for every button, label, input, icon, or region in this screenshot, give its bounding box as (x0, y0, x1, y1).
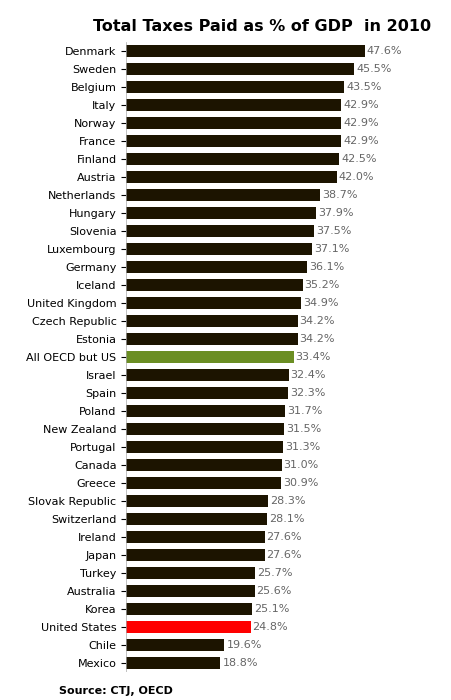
Bar (126, 368, 289, 382)
Bar (126, 45, 365, 57)
Text: 36.1%: 36.1% (309, 262, 345, 272)
Bar (126, 531, 265, 543)
Text: 25.1%: 25.1% (254, 604, 290, 614)
Bar (126, 423, 284, 435)
Bar (126, 440, 283, 454)
Text: 27.6%: 27.6% (267, 532, 302, 542)
Text: 31.0%: 31.0% (284, 460, 319, 470)
Bar (126, 620, 251, 634)
Bar (126, 206, 316, 220)
Text: 42.5%: 42.5% (341, 154, 377, 164)
Bar (126, 80, 344, 94)
Bar (126, 279, 303, 291)
Bar (126, 242, 312, 256)
Text: 38.7%: 38.7% (322, 190, 358, 200)
Bar (126, 458, 281, 472)
Title: Total Taxes Paid as % of GDP  in 2010: Total Taxes Paid as % of GDP in 2010 (92, 19, 431, 34)
Text: 27.6%: 27.6% (267, 550, 302, 560)
Bar (126, 332, 298, 346)
Text: 32.4%: 32.4% (290, 370, 326, 380)
Text: 42.9%: 42.9% (343, 118, 379, 128)
Text: 24.8%: 24.8% (253, 622, 288, 632)
Text: 34.2%: 34.2% (299, 316, 335, 326)
Bar (126, 297, 301, 309)
Bar (126, 386, 288, 400)
Text: 31.5%: 31.5% (286, 424, 322, 434)
Bar (126, 99, 341, 111)
Text: 33.4%: 33.4% (296, 352, 331, 362)
Text: 35.2%: 35.2% (305, 280, 340, 290)
Text: 18.8%: 18.8% (222, 658, 258, 668)
Text: 28.1%: 28.1% (269, 514, 304, 524)
Bar (126, 351, 294, 363)
Text: 31.7%: 31.7% (287, 406, 322, 416)
Text: 43.5%: 43.5% (346, 82, 382, 92)
Bar (126, 584, 254, 598)
Text: 37.5%: 37.5% (316, 226, 352, 236)
Bar (126, 188, 320, 202)
Bar (126, 314, 298, 328)
Bar (126, 260, 307, 274)
Bar (126, 549, 265, 561)
Text: 42.9%: 42.9% (343, 136, 379, 146)
Text: 25.7%: 25.7% (257, 568, 293, 578)
Bar (126, 116, 341, 130)
Bar (126, 171, 337, 183)
Text: 25.6%: 25.6% (257, 586, 292, 596)
Text: 34.9%: 34.9% (303, 298, 339, 308)
Text: 31.3%: 31.3% (285, 442, 320, 452)
Text: 32.3%: 32.3% (290, 388, 326, 398)
Bar (126, 405, 285, 417)
Bar (126, 153, 339, 165)
Text: 45.5%: 45.5% (356, 64, 391, 74)
Bar (126, 512, 267, 526)
Text: 42.9%: 42.9% (343, 100, 379, 110)
Bar (126, 494, 268, 508)
Text: 42.0%: 42.0% (339, 172, 374, 182)
Bar (126, 134, 341, 148)
Bar (126, 638, 225, 652)
Bar (126, 477, 281, 489)
Text: 19.6%: 19.6% (226, 640, 262, 650)
Text: Source: CTJ, OECD: Source: CTJ, OECD (59, 687, 172, 696)
Bar (126, 603, 252, 615)
Bar (126, 62, 354, 76)
Text: 37.1%: 37.1% (314, 244, 350, 254)
Bar (126, 566, 255, 580)
Text: 28.3%: 28.3% (270, 496, 306, 506)
Bar (126, 225, 314, 237)
Bar (126, 657, 221, 669)
Text: 47.6%: 47.6% (367, 46, 402, 56)
Text: 37.9%: 37.9% (318, 208, 354, 218)
Text: 34.2%: 34.2% (299, 334, 335, 344)
Text: 30.9%: 30.9% (283, 478, 318, 488)
